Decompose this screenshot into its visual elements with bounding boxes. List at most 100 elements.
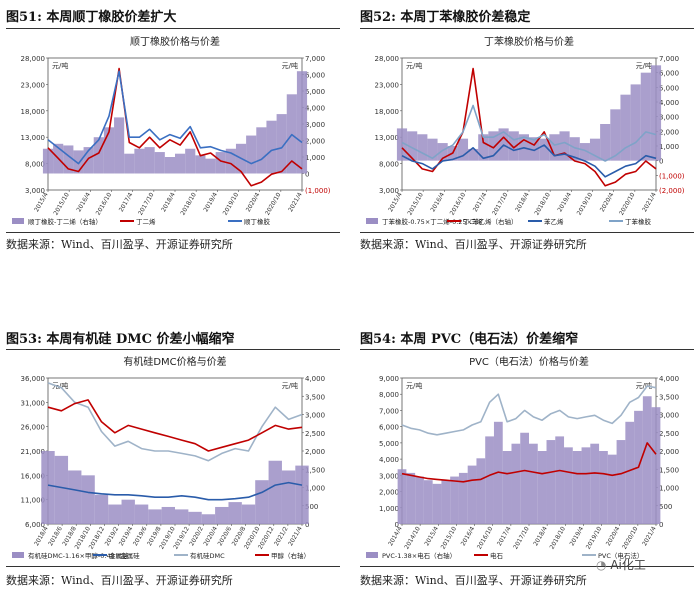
y-right-tick-label: 0 (305, 171, 309, 179)
area-bar-有机硅DMC-1.16×甲醇-0.48×金属硅 (68, 470, 82, 524)
x-tick-label: 2021/4 (641, 191, 658, 213)
area-bar-有机硅DMC-1.16×甲醇-0.48×金属硅 (281, 470, 296, 524)
area-bar-丁苯橡胶-0.75×丁二烯-0.25×苯乙烯（右轴） (529, 137, 540, 161)
area-bar-丁苯橡胶-0.75×丁二烯-0.25×苯乙烯（右轴） (640, 72, 651, 161)
series-line-丁二烯 (401, 67, 657, 187)
y-right-tick-label: 3,000 (305, 121, 325, 129)
x-tick-label: 2016/10 (95, 191, 114, 216)
y-left-tick-label: 21,000 (21, 448, 46, 456)
x-tick-label: 2021/4 (287, 525, 304, 547)
area-bar-PVC-1.38×电石（右轴） (564, 447, 573, 524)
y-right-tick-label: 0 (659, 521, 663, 529)
y-left-tick-label: 36,000 (21, 375, 46, 383)
wechat-icon: ◔ (596, 558, 607, 572)
chart-title: 丁苯橡胶价格与价差 (484, 35, 574, 48)
area-bar-丁苯橡胶-0.75×丁二烯-0.25×苯乙烯（右轴） (417, 134, 428, 161)
area-bar-PVC-1.38×电石（右轴） (458, 472, 468, 524)
x-tick-label: 2016/10 (449, 191, 468, 216)
legend-swatch (12, 218, 24, 224)
y-right-tick-label: (2,000) (659, 187, 685, 195)
figure-54-rule (360, 349, 694, 350)
area-bar-顺丁橡胶-丁二烯（右轴） (114, 117, 125, 174)
area-bar-PVC-1.38×电石（右轴） (546, 440, 556, 524)
x-tick-label: 2017/4 (496, 525, 513, 547)
area-bar-有机硅DMC-1.16×甲醇-0.48×金属硅 (241, 504, 256, 524)
figure-51-bottom-rule (6, 232, 340, 233)
area-bar-有机硅DMC-1.16×甲醇-0.48×金属硅 (94, 494, 109, 524)
x-tick-label: 2017/10 (512, 525, 531, 550)
area-bar-顺丁橡胶-丁二烯（右轴） (246, 135, 257, 174)
figure-53-bottom-rule (6, 566, 340, 567)
y-left-tick-label: 11,000 (21, 497, 46, 505)
area-bar-PVC-1.38×电石（右轴） (572, 451, 582, 524)
figure-52-source: 数据来源：Wind、百川盈孚、开源证券研究所 (360, 238, 587, 251)
x-tick-label: 2020/4 (245, 191, 262, 213)
y-right-tick-label: 2,000 (305, 448, 325, 456)
x-tick-label: 2016/4 (460, 525, 477, 547)
area-bar-有机硅DMC-1.16×甲醇-0.48×金属硅 (108, 504, 122, 524)
y-right-tick-label: 2,000 (659, 448, 679, 456)
y-right-tick-label: (1,000) (305, 187, 331, 195)
area-bar-顺丁橡胶-丁二烯（右轴） (175, 153, 186, 174)
x-tick-label: 2017/10 (491, 191, 510, 216)
x-tick-label: 2015/10 (440, 525, 459, 550)
figure-52-number: 图52: (360, 10, 396, 25)
x-tick-label: 2020/4 (605, 525, 622, 547)
legend-label: 有机硅DMC-1.16×甲醇-0.48×金属硅 (28, 551, 140, 560)
area-bar-有机硅DMC-1.16×甲醇-0.48×金属硅 (255, 480, 269, 524)
x-tick-label: 2020/4 (599, 191, 616, 213)
legend-label: PVC-1.38×电石（右轴） (382, 551, 456, 560)
y-left-tick-label: 2,000 (379, 489, 399, 497)
area-bar-有机硅DMC-1.16×甲醇-0.48×金属硅 (175, 509, 189, 524)
y-right-tick-label: 2,500 (659, 430, 679, 438)
y-right-tick-label: 1,000 (659, 485, 679, 493)
legend-label: 甲醇（右轴） (271, 551, 310, 560)
figure-51-rule (6, 28, 340, 29)
area-bar-PVC-1.38×电石（右轴） (642, 396, 652, 524)
watermark: ◔ Ai化工 (596, 556, 646, 573)
y-right-tick-label: 500 (659, 503, 672, 511)
y-left-tick-label: 28,000 (21, 55, 46, 63)
x-tick-label: 2019/10 (585, 525, 604, 550)
y-right-tick-label: 0 (305, 521, 309, 529)
area-bar-顺丁橡胶-丁二烯（右轴） (154, 152, 165, 174)
x-tick-label: 2019/10 (222, 191, 241, 216)
y-left-tick-label: 16,000 (21, 472, 46, 480)
legend-swatch (366, 218, 378, 224)
area-bar-PVC-1.38×电石（右轴） (590, 443, 600, 524)
y-right-tick-label: 6,000 (305, 72, 325, 80)
figure-54-bottom-rule (360, 566, 694, 567)
y-right-tick-label: 2,000 (659, 128, 679, 136)
area-bar-顺丁橡胶-丁二烯（右轴） (42, 148, 54, 174)
area-bar-PVC-1.38×电石（右轴） (511, 443, 521, 524)
area-bar-PVC-1.38×电石（右轴） (423, 480, 433, 524)
y-left-tick-label: 23,000 (21, 81, 46, 89)
area-bar-丁苯橡胶-0.75×丁二烯-0.25×苯乙烯（右轴） (539, 138, 550, 161)
figure-52-title-text: 本周丁苯橡胶价差稳定 (400, 10, 531, 25)
legend-label: PVC（电石法） (598, 551, 643, 560)
y-right-tick-label: 4,000 (305, 105, 325, 113)
series-line-苯乙烯 (401, 144, 657, 178)
right-unit-label: 元/吨 (636, 61, 652, 70)
x-tick-label: 2019/4 (569, 525, 586, 547)
area-bar-顺丁橡胶-丁二烯（右轴） (83, 147, 94, 174)
figure-53-source: 数据来源：Wind、百川盈孚、开源证券研究所 (6, 574, 233, 587)
area-bar-PVC-1.38×电石（右轴） (450, 476, 459, 524)
series-line-甲醇（右轴） (47, 399, 303, 452)
area-bar-丁苯橡胶-0.75×丁二烯-0.25×苯乙烯（右轴） (569, 137, 580, 161)
area-bar-丁苯橡胶-0.75×丁二烯-0.25×苯乙烯（右轴） (407, 131, 418, 161)
x-tick-label: 2017/4 (118, 191, 135, 213)
y-left-tick-label: 3,000 (25, 187, 45, 195)
area-bar-PVC-1.38×电石（右轴） (415, 476, 424, 524)
area-bar-顺丁橡胶-丁二烯（右轴） (103, 127, 115, 174)
x-tick-label: 2018/10 (548, 525, 567, 550)
area-bar-有机硅DMC-1.16×甲醇-0.48×金属硅 (228, 502, 242, 524)
right-unit-label: 元/吨 (282, 61, 298, 70)
y-right-tick-label: 2,000 (305, 138, 325, 146)
y-left-tick-label: 8,000 (379, 391, 399, 399)
y-left-tick-label: 18,000 (21, 108, 46, 116)
area-bar-顺丁橡胶-丁二烯（右轴） (164, 157, 175, 174)
y-right-tick-label: 4,000 (659, 99, 679, 107)
